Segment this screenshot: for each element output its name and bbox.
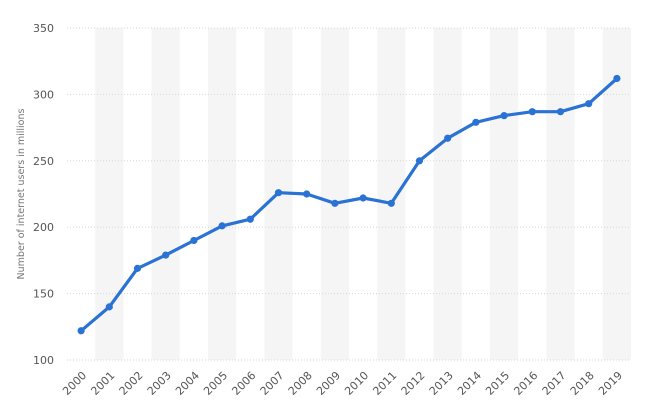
x-tick-label: 2019 bbox=[596, 369, 625, 398]
data-point-2001[interactable] bbox=[105, 303, 113, 311]
x-tick-label: 2007 bbox=[258, 369, 287, 398]
data-point-2007[interactable] bbox=[274, 189, 283, 197]
band-2009 bbox=[320, 28, 349, 360]
x-tick-label: 2004 bbox=[173, 369, 202, 398]
data-point-2003[interactable] bbox=[162, 251, 170, 259]
x-tick-label: 2012 bbox=[399, 369, 428, 398]
data-point-2010[interactable] bbox=[359, 194, 367, 202]
x-tick-label: 2005 bbox=[201, 369, 230, 398]
y-tick-label: 200 bbox=[33, 221, 54, 234]
series-line-path bbox=[79, 76, 619, 333]
data-point-2015[interactable] bbox=[500, 112, 508, 120]
y-axis-ticks: 100 150 200 250 300 350 bbox=[33, 22, 54, 367]
x-tick-label: 2006 bbox=[229, 369, 258, 398]
x-tick-label: 2000 bbox=[60, 369, 89, 398]
x-tick-label: 2011 bbox=[370, 369, 399, 398]
x-tick-label: 2001 bbox=[88, 369, 117, 398]
x-axis-ticks: 2000 2001 2002 2003 2004 2005 2006 2007 2008 2009… bbox=[60, 369, 625, 398]
series-line bbox=[79, 76, 619, 333]
x-tick-label: 2013 bbox=[427, 369, 456, 398]
data-point-2000[interactable] bbox=[77, 327, 85, 335]
data-point-2006[interactable] bbox=[246, 215, 254, 223]
band-2015 bbox=[490, 28, 519, 360]
x-tick-label: 2016 bbox=[511, 369, 540, 398]
data-point-2019[interactable] bbox=[613, 74, 621, 83]
band-2017 bbox=[546, 28, 575, 360]
y-tick-label: 350 bbox=[33, 22, 54, 35]
band-2003 bbox=[151, 28, 180, 360]
data-point-2012[interactable] bbox=[415, 157, 424, 165]
data-point-2014[interactable] bbox=[472, 118, 480, 126]
data-point-2016[interactable] bbox=[528, 108, 536, 116]
y-tick-label: 150 bbox=[33, 288, 54, 301]
data-point-2011[interactable] bbox=[387, 199, 395, 207]
data-point-2004[interactable] bbox=[190, 236, 198, 245]
y-tick-label: 300 bbox=[33, 88, 54, 101]
data-point-2017[interactable] bbox=[556, 108, 565, 116]
band-2005 bbox=[208, 28, 237, 360]
data-point-2013[interactable] bbox=[444, 134, 452, 142]
data-point-2008[interactable] bbox=[303, 190, 311, 198]
x-tick-label: 2009 bbox=[314, 369, 343, 398]
y-tick-label: 250 bbox=[33, 155, 54, 168]
data-point-2005[interactable] bbox=[218, 222, 226, 230]
gridlines bbox=[67, 27, 631, 361]
band-2019 bbox=[602, 28, 631, 360]
x-tick-label: 2017 bbox=[540, 369, 569, 398]
x-tick-label: 2010 bbox=[342, 369, 371, 398]
alternating-bands bbox=[95, 28, 631, 360]
y-axis-title: Number of internet users in millions bbox=[16, 109, 27, 280]
x-tick-label: 2015 bbox=[483, 369, 512, 398]
data-point-2018[interactable] bbox=[585, 100, 593, 108]
x-tick-label: 2018 bbox=[568, 369, 597, 398]
x-tick-label: 2008 bbox=[286, 369, 315, 398]
band-2013 bbox=[433, 28, 462, 360]
data-points bbox=[77, 74, 621, 335]
x-tick-label: 2014 bbox=[455, 369, 484, 398]
band-2011 bbox=[377, 28, 406, 360]
data-point-2002[interactable] bbox=[133, 264, 142, 272]
x-tick-label: 2002 bbox=[117, 369, 146, 398]
x-tick-label: 2003 bbox=[145, 369, 174, 398]
y-tick-label: 100 bbox=[33, 354, 54, 367]
data-point-2009[interactable] bbox=[331, 199, 339, 207]
